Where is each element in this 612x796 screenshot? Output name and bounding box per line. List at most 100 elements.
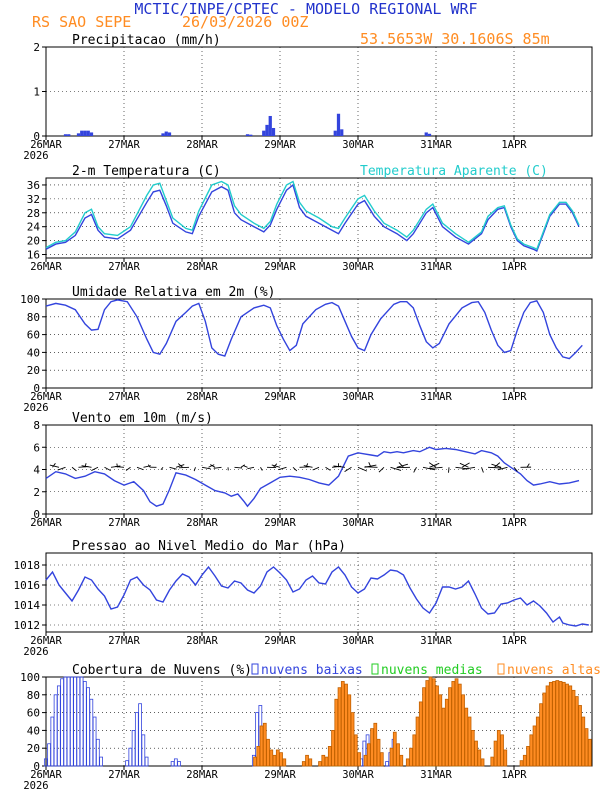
clouds-bar-nuvens-altas xyxy=(475,741,478,766)
clouds-bar-nuvens-altas xyxy=(380,753,383,766)
clouds-bar-nuvens-altas xyxy=(367,744,370,766)
wind-xtick-label: 31MAR xyxy=(420,517,452,529)
wind-arrow xyxy=(179,467,189,468)
wind-xtick-label: 26MAR xyxy=(30,517,62,529)
clouds-bar-nuvens-altas xyxy=(481,759,484,766)
temperature-ytick-label: 24 xyxy=(27,221,41,234)
clouds-bar-nuvens-altas xyxy=(520,761,523,766)
precip-bar-precipitacao xyxy=(262,131,265,136)
clouds-bar-nuvens-altas xyxy=(416,717,419,766)
precip-bar-precipitacao xyxy=(83,131,86,136)
clouds-bar-nuvens-altas xyxy=(273,755,276,766)
clouds-bar-nuvens-altas xyxy=(276,750,279,766)
clouds-bar-nuvens-altas xyxy=(406,759,409,766)
clouds-bar-nuvens-baixas xyxy=(87,688,90,766)
precip-xtick-label: 28MAR xyxy=(186,139,218,151)
clouds-bar-nuvens-altas xyxy=(374,723,377,766)
humidity-ytick-label: 80 xyxy=(27,311,40,324)
clouds-bar-nuvens-baixas xyxy=(70,677,73,766)
clouds-bar-nuvens-baixas xyxy=(48,744,51,766)
wind-arrow xyxy=(137,467,144,469)
pressure-xtick-label: 30MAR xyxy=(342,635,374,647)
wind-arrow xyxy=(91,467,98,470)
clouds-bar-nuvens-altas xyxy=(335,699,338,766)
temperature-xtick-label: 1APR xyxy=(501,261,527,273)
clouds-bar-nuvens-altas xyxy=(328,746,331,766)
clouds-bar-nuvens-altas xyxy=(351,713,354,766)
clouds-ytick-label: 20 xyxy=(27,742,40,755)
precip-bar-precipitacao xyxy=(269,116,272,136)
clouds-bar-nuvens-altas xyxy=(569,686,572,766)
clouds-bar-nuvens-altas xyxy=(575,697,578,766)
wind-arrow xyxy=(72,467,76,471)
humidity-xtick-label: 29MAR xyxy=(264,391,296,403)
clouds-bar-nuvens-altas xyxy=(465,708,468,766)
wind-arrow xyxy=(326,467,331,470)
wind-arrow xyxy=(293,467,297,471)
clouds-bar-nuvens-altas xyxy=(523,755,526,766)
wind-xtick-label: 28MAR xyxy=(186,517,218,529)
wind-ytick-label: 2 xyxy=(33,486,40,499)
clouds-bar-nuvens-altas xyxy=(306,755,309,766)
clouds-bar-nuvens-altas xyxy=(400,755,403,766)
clouds-bar-nuvens-baixas xyxy=(139,704,142,766)
wind-arrow xyxy=(491,464,501,467)
clouds-bar-nuvens-altas xyxy=(377,739,380,766)
precip-xtick-label: 31MAR xyxy=(420,139,452,151)
precip-bar-precipitacao xyxy=(77,133,80,136)
clouds-frame xyxy=(46,677,592,766)
wind-arrow xyxy=(194,467,195,471)
clouds-bar-nuvens-baixas xyxy=(80,677,83,766)
humidity-xtick-label: 31MAR xyxy=(420,391,452,403)
temperature-xtick-label: 26MAR xyxy=(30,261,62,273)
clouds-xtick-label: 28MAR xyxy=(186,769,218,781)
temperature-xtick-label: 30MAR xyxy=(342,261,374,273)
clouds-bar-nuvens-altas xyxy=(426,681,429,766)
humidity-title: Umidade Relativa em 2m (%) xyxy=(72,285,276,300)
clouds-xtick-label: 1APR xyxy=(501,769,527,781)
clouds-bar-nuvens-altas xyxy=(530,735,533,766)
precip-bar-precipitacao xyxy=(67,134,70,136)
humidity-ytick-label: 20 xyxy=(27,364,40,377)
clouds-bar-nuvens-altas xyxy=(553,681,556,766)
clouds-bar-nuvens-altas xyxy=(491,757,494,766)
wind-line-0 xyxy=(46,447,579,506)
wind-arrow xyxy=(261,467,263,470)
precip-bar-precipitacao xyxy=(87,131,90,136)
cloud-legend-label: nuvens medias xyxy=(381,663,483,678)
clouds-bar-nuvens-altas xyxy=(397,744,400,766)
clouds-ytick-label: 100 xyxy=(20,671,40,684)
clouds-bar-nuvens-baixas xyxy=(51,717,54,766)
clouds-bar-nuvens-altas xyxy=(354,735,357,766)
temperature-title: 2-m Temperatura (C) xyxy=(72,164,221,179)
pressure-year-label: 2026 xyxy=(23,646,48,658)
clouds-bar-nuvens-altas xyxy=(322,755,325,766)
clouds-bar-nuvens-altas xyxy=(429,677,432,766)
humidity-xtick-label: 1APR xyxy=(501,391,527,403)
wind-xtick-label: 27MAR xyxy=(108,517,140,529)
clouds-title: Cobertura de Nuvens (%) xyxy=(72,663,252,678)
clouds-bar-nuvens-altas xyxy=(468,717,471,766)
humidity-xtick-label: 28MAR xyxy=(186,391,218,403)
clouds-bar-nuvens-altas xyxy=(452,681,455,766)
temperature-legend: Temperatura Aparente (C) xyxy=(360,164,548,179)
clouds-bar-nuvens-baixas xyxy=(83,681,86,766)
clouds-bar-nuvens-altas xyxy=(309,759,312,766)
clouds-bar-nuvens-altas xyxy=(439,695,442,766)
temperature-ytick-label: 36 xyxy=(27,179,40,192)
clouds-bar-nuvens-altas xyxy=(562,682,565,766)
clouds-bar-nuvens-altas xyxy=(546,686,549,766)
clouds-bar-nuvens-altas xyxy=(423,688,426,766)
cloud-legend-swatch xyxy=(252,664,258,674)
wind-arrow xyxy=(235,467,243,468)
clouds-bar-nuvens-altas xyxy=(579,705,582,766)
wind-xtick-label: 29MAR xyxy=(264,517,296,529)
precip-bar-precipitacao xyxy=(425,132,428,136)
precip-year-label: 2026 xyxy=(23,150,48,162)
clouds-bar-nuvens-baixas xyxy=(174,759,177,766)
humidity-ytick-label: 40 xyxy=(27,346,40,359)
clouds-bar-nuvens-altas xyxy=(419,702,422,766)
